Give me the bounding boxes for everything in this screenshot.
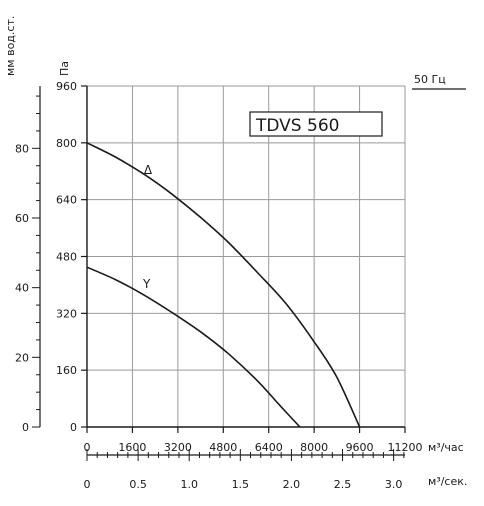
mm-water-axis: 0 20 40 60 80 xyxy=(15,86,41,434)
flow-tick-label-0: 0 xyxy=(84,441,91,454)
flow-tick-label-5: 8000 xyxy=(300,441,328,454)
mm-water-axis-title: мм вод.ст. xyxy=(4,16,17,76)
mm-tick-label-1: 20 xyxy=(15,351,29,364)
curve-label-delta: Δ xyxy=(144,163,153,177)
pa-tick-label-2: 320 xyxy=(56,307,77,320)
flow-tick-label-4: 6400 xyxy=(255,441,283,454)
grid xyxy=(86,85,406,428)
flow2-tick-label-3: 1.5 xyxy=(232,478,250,491)
flow2-tick-label-1: 0.5 xyxy=(129,478,147,491)
flow-unit-m3h: м³/час xyxy=(428,441,464,454)
flow2-tick-label-6: 3.0 xyxy=(385,478,403,491)
mm-tick-label-2: 40 xyxy=(15,282,29,295)
pa-tick-label-6: 960 xyxy=(56,80,77,93)
flow-tick-label-2: 3200 xyxy=(164,441,192,454)
flow-tick-label-1: 1600 xyxy=(118,441,146,454)
mm-tick-label-4: 80 xyxy=(15,142,29,155)
pa-tick-label-4: 640 xyxy=(56,194,77,207)
model-title: TDVS 560 xyxy=(255,116,339,136)
curve-delta xyxy=(86,142,361,428)
curve-star xyxy=(86,266,301,428)
flow2-tick-label-0: 0 xyxy=(84,478,91,491)
frequency-label-group: 50 Гц xyxy=(412,73,466,90)
pa-axis: 0 160 320 480 640 800 960 xyxy=(56,80,88,434)
flow2-tick-label-5: 2.5 xyxy=(334,478,352,491)
flow-tick-label-6: 9600 xyxy=(346,441,374,454)
pa-tick-label-5: 800 xyxy=(56,137,77,150)
pa-tick-label-1: 160 xyxy=(56,364,77,377)
frequency-label: 50 Гц xyxy=(414,73,446,86)
flow-tick-label-7: 11200 xyxy=(388,441,423,454)
curves: ΔY xyxy=(86,142,361,428)
model-box: TDVS 560 xyxy=(249,111,383,137)
pa-tick-label-0: 0 xyxy=(70,421,77,434)
flow2-tick-label-4: 2.0 xyxy=(283,478,301,491)
flow-axis-m3s: 0 0.5 1.0 1.5 2.0 2.5 3.0 xyxy=(84,449,405,491)
flow-unit-m3s: м³/сек. xyxy=(428,475,467,488)
model-box-frame xyxy=(249,111,383,137)
pa-tick-label-3: 480 xyxy=(56,251,77,264)
curve-label-star: Y xyxy=(142,277,151,291)
pa-axis-title: Па xyxy=(58,61,71,76)
flow2-tick-label-2: 1.0 xyxy=(180,478,198,491)
mm-tick-label-3: 60 xyxy=(15,212,29,225)
flow-axis-m3h: 0 1600 3200 4800 6400 8000 9600 11200 xyxy=(84,426,423,454)
mm-tick-label-0: 0 xyxy=(22,421,29,434)
flow-tick-label-3: 4800 xyxy=(209,441,237,454)
